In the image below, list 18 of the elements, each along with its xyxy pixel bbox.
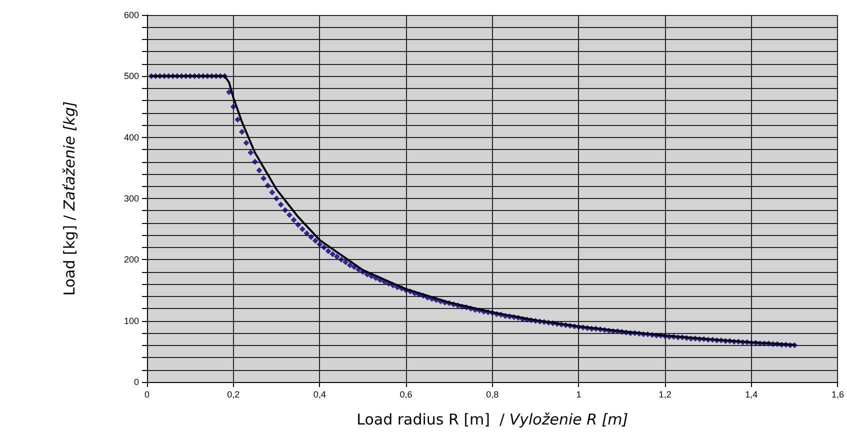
x-tick-label: 0,8 [486, 390, 499, 400]
y-tick-label: 0 [134, 377, 139, 387]
x-tick-label: 0 [144, 390, 150, 400]
x-tick-label: 0,6 [400, 390, 412, 400]
y-tick-label: 100 [124, 316, 139, 326]
x-tick-label: 0,2 [227, 390, 240, 400]
y-tick-label: 200 [124, 254, 139, 265]
x-tick-label: 1,4 [745, 390, 758, 400]
y-tick-label: 500 [124, 71, 139, 82]
y-axis-title: Load [kg] / Zaťaženie [kg] [60, 101, 78, 296]
x-tick-label: 0,4 [313, 390, 326, 400]
x-tick-label: 1 [576, 390, 582, 400]
y-tick-label: 300 [124, 194, 139, 204]
y-tick-label: 400 [124, 132, 139, 142]
y-tick-label: 600 [124, 10, 139, 20]
x-tick-label: 1,6 [831, 390, 844, 400]
x-tick-label: 1,2 [658, 390, 672, 400]
x-axis-title: Load radius R [m] / Vyloženie R [m] [356, 410, 628, 428]
